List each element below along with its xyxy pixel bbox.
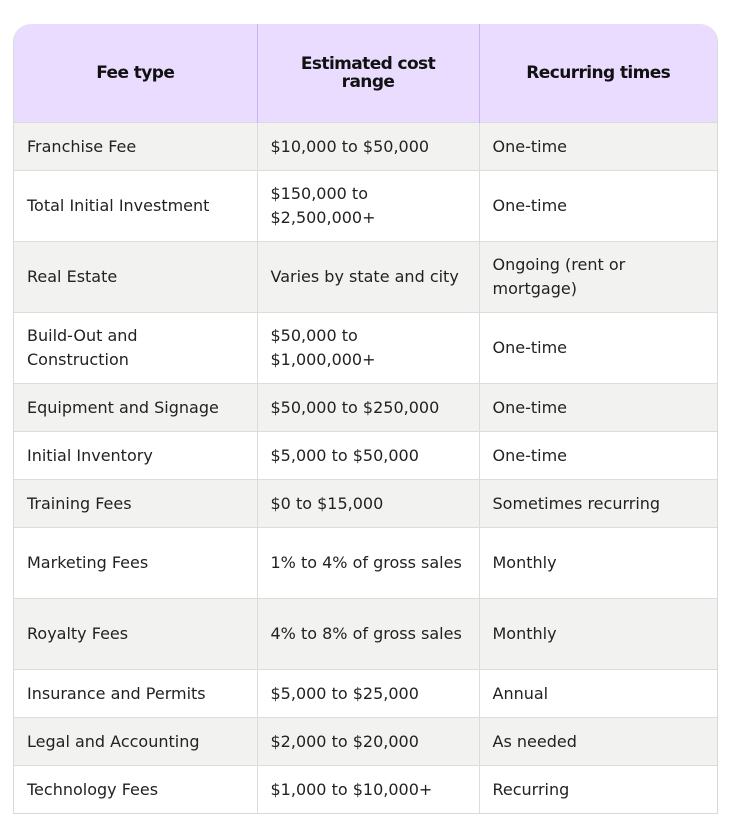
table-row: Real Estate Varies by state and city Ong… <box>14 241 717 313</box>
table-row: Build-Out and Construction $50,000 to $1… <box>14 312 717 384</box>
cell-cost-range: 1% to 4% of gross sales <box>256 527 479 599</box>
cell-recurring: Annual <box>478 669 717 718</box>
cell-recurring: Sometimes recurring <box>478 479 717 528</box>
cell-fee-type: Total Initial Investment <box>14 170 257 242</box>
cell-fee-type: Training Fees <box>14 479 257 528</box>
cell-fee-type: Build-Out and Construction <box>14 312 257 384</box>
header-fee-type: Fee type <box>14 24 257 123</box>
fee-table-body: Franchise Fee $10,000 to $50,000 One-tim… <box>14 122 717 813</box>
table-row: Training Fees $0 to $15,000 Sometimes re… <box>14 479 717 528</box>
table-row: Franchise Fee $10,000 to $50,000 One-tim… <box>14 122 717 171</box>
fee-table-container: Fee type Estimated cost range Recurring … <box>13 24 718 814</box>
cell-recurring: Monthly <box>478 527 717 599</box>
cell-cost-range: $1,000 to $10,000+ <box>256 765 479 813</box>
cell-cost-range: $10,000 to $50,000 <box>256 122 479 171</box>
cell-cost-range: $2,000 to $20,000 <box>256 717 479 766</box>
header-row: Fee type Estimated cost range Recurring … <box>14 24 717 123</box>
cell-recurring: One-time <box>478 170 717 242</box>
cell-cost-range: $50,000 to $250,000 <box>256 383 479 432</box>
cell-recurring: Monthly <box>478 598 717 670</box>
cell-cost-range: $5,000 to $50,000 <box>256 431 479 480</box>
cell-fee-type: Insurance and Permits <box>14 669 257 718</box>
cell-fee-type: Equipment and Signage <box>14 383 257 432</box>
cell-recurring: One-time <box>478 122 717 171</box>
fee-table-header: Fee type Estimated cost range Recurring … <box>14 24 717 123</box>
table-row: Insurance and Permits $5,000 to $25,000 … <box>14 669 717 718</box>
table-row: Total Initial Investment $150,000 to $2,… <box>14 170 717 242</box>
cell-fee-type: Initial Inventory <box>14 431 257 480</box>
cell-fee-type: Legal and Accounting <box>14 717 257 766</box>
cell-fee-type: Real Estate <box>14 241 257 313</box>
cell-cost-range: $0 to $15,000 <box>256 479 479 528</box>
cell-recurring: One-time <box>478 431 717 480</box>
cell-recurring: Ongoing (rent or mortgage) <box>478 241 717 313</box>
table-row: Equipment and Signage $50,000 to $250,00… <box>14 383 717 432</box>
cell-recurring: One-time <box>478 383 717 432</box>
cell-cost-range: $5,000 to $25,000 <box>256 669 479 718</box>
cell-cost-range: $50,000 to $1,000,000+ <box>256 312 479 384</box>
cell-cost-range: Varies by state and city <box>256 241 479 313</box>
cell-fee-type: Franchise Fee <box>14 122 257 171</box>
table-row: Royalty Fees 4% to 8% of gross sales Mon… <box>14 598 717 670</box>
table-row: Technology Fees $1,000 to $10,000+ Recur… <box>14 765 717 813</box>
header-cost-range: Estimated cost range <box>256 24 479 123</box>
header-cost-range-text: Estimated cost range <box>300 54 436 92</box>
cell-cost-range: $150,000 to $2,500,000+ <box>256 170 479 242</box>
cell-recurring: Recurring <box>478 765 717 813</box>
fee-table: Fee type Estimated cost range Recurring … <box>14 24 717 813</box>
cell-fee-type: Royalty Fees <box>14 598 257 670</box>
cell-recurring: As needed <box>478 717 717 766</box>
cell-recurring: One-time <box>478 312 717 384</box>
table-row: Marketing Fees 1% to 4% of gross sales M… <box>14 527 717 599</box>
header-recurring-times: Recurring times <box>478 24 717 123</box>
cell-cost-range: 4% to 8% of gross sales <box>256 598 479 670</box>
cell-fee-type: Marketing Fees <box>14 527 257 599</box>
table-row: Initial Inventory $5,000 to $50,000 One-… <box>14 431 717 480</box>
table-row: Legal and Accounting $2,000 to $20,000 A… <box>14 717 717 766</box>
cell-fee-type: Technology Fees <box>14 765 257 813</box>
